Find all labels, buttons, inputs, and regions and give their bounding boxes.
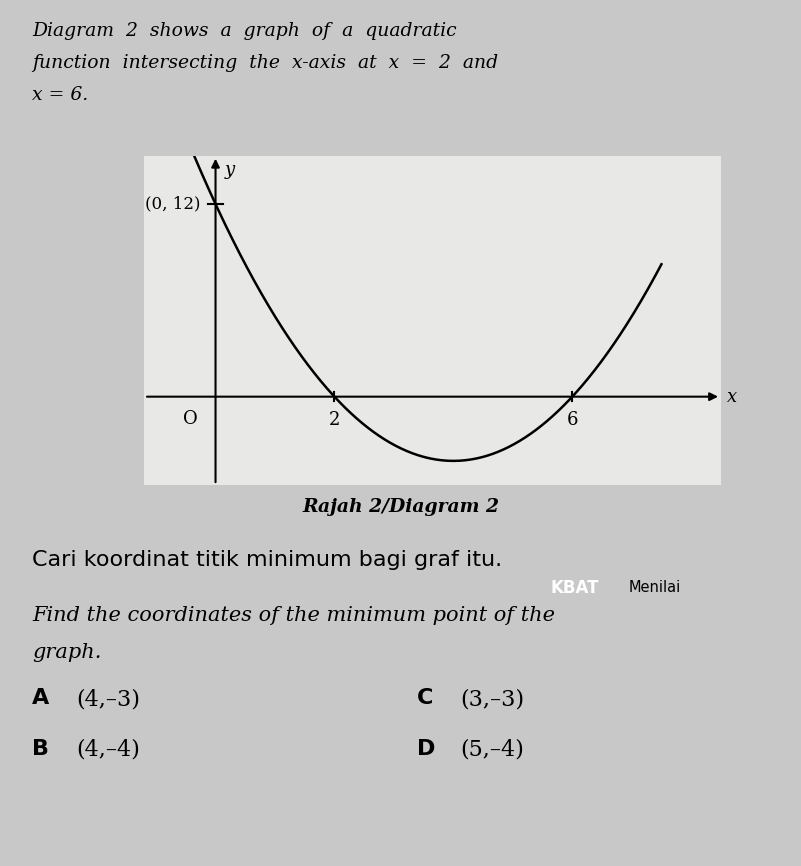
Text: graph.: graph. — [32, 643, 102, 662]
Text: y: y — [224, 161, 235, 178]
Text: (3,–3): (3,–3) — [461, 688, 525, 710]
Text: (0, 12): (0, 12) — [145, 196, 201, 212]
Text: 2: 2 — [328, 411, 340, 430]
Text: D: D — [417, 739, 435, 759]
Text: x = 6.: x = 6. — [32, 86, 88, 104]
Text: (4,–3): (4,–3) — [76, 688, 140, 710]
Text: A: A — [32, 688, 50, 708]
Text: x: x — [727, 388, 737, 405]
Text: (4,–4): (4,–4) — [76, 739, 140, 760]
Text: (5,–4): (5,–4) — [461, 739, 525, 760]
Text: KBAT: KBAT — [550, 578, 599, 597]
Text: Diagram  2  shows  a  graph  of  a  quadratic: Diagram 2 shows a graph of a quadratic — [32, 22, 457, 40]
Text: 6: 6 — [566, 411, 578, 430]
Text: C: C — [417, 688, 433, 708]
Text: Cari koordinat titik minimum bagi graf itu.: Cari koordinat titik minimum bagi graf i… — [32, 550, 502, 570]
Text: B: B — [32, 739, 49, 759]
Text: Rajah 2/Diagram 2: Rajah 2/Diagram 2 — [302, 498, 499, 516]
Text: O: O — [183, 410, 198, 428]
Text: Find the coordinates of the minimum point of the: Find the coordinates of the minimum poin… — [32, 606, 555, 625]
Text: function  intersecting  the  x-axis  at  x  =  2  and: function intersecting the x-axis at x = … — [32, 54, 498, 72]
Text: Menilai: Menilai — [629, 580, 681, 595]
